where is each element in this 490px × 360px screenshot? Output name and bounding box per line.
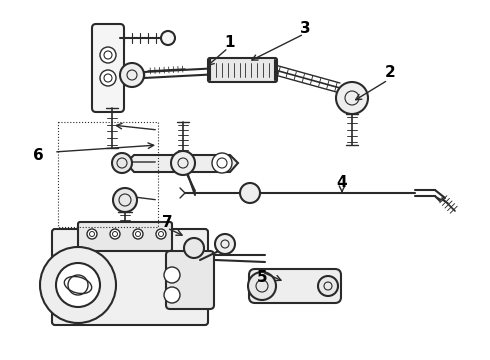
Text: 1: 1 [225, 35, 235, 50]
Circle shape [164, 267, 180, 283]
FancyBboxPatch shape [249, 269, 341, 303]
Circle shape [161, 31, 175, 45]
Circle shape [100, 47, 116, 63]
Circle shape [120, 63, 144, 87]
Circle shape [112, 153, 132, 173]
Text: 4: 4 [337, 175, 347, 189]
Circle shape [212, 153, 232, 173]
Text: 6: 6 [33, 148, 44, 162]
Circle shape [184, 238, 204, 258]
Circle shape [87, 229, 97, 239]
Circle shape [40, 247, 116, 323]
Circle shape [110, 229, 120, 239]
Circle shape [156, 229, 166, 239]
Circle shape [248, 272, 276, 300]
Text: 2: 2 [385, 64, 395, 80]
Circle shape [336, 82, 368, 114]
Circle shape [171, 151, 195, 175]
Circle shape [100, 70, 116, 86]
Circle shape [164, 287, 180, 303]
FancyBboxPatch shape [166, 251, 214, 309]
Text: 7: 7 [162, 215, 172, 230]
Circle shape [113, 188, 137, 212]
Circle shape [215, 234, 235, 254]
FancyBboxPatch shape [92, 24, 124, 112]
FancyBboxPatch shape [78, 222, 172, 251]
Polygon shape [126, 155, 238, 172]
FancyBboxPatch shape [52, 229, 208, 325]
FancyBboxPatch shape [208, 58, 277, 82]
Circle shape [133, 229, 143, 239]
Circle shape [240, 183, 260, 203]
Circle shape [56, 263, 100, 307]
Circle shape [318, 276, 338, 296]
Text: 3: 3 [300, 21, 310, 36]
Text: 5: 5 [257, 270, 268, 285]
Bar [58, 122, 158, 227]
